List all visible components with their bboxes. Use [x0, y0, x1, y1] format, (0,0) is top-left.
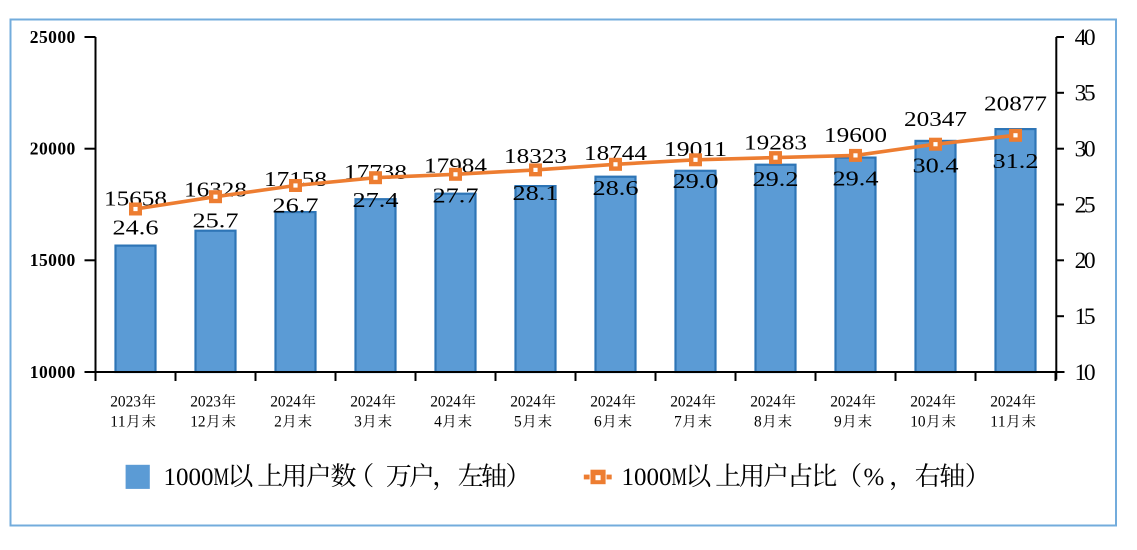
svg-text:15000: 15000	[30, 250, 76, 270]
svg-text:30.4: 30.4	[913, 154, 960, 178]
svg-text:5: 5	[514, 413, 522, 430]
svg-text:30: 30	[1075, 137, 1096, 163]
svg-text:%: %	[864, 464, 885, 491]
svg-text:2024: 2024	[430, 394, 461, 411]
svg-text:29.2: 29.2	[753, 167, 799, 191]
svg-text:35: 35	[1075, 81, 1096, 107]
svg-text:20: 20	[1075, 248, 1096, 274]
svg-text:1000: 1000	[622, 464, 672, 491]
svg-text:20000: 20000	[30, 139, 76, 159]
svg-text:2024: 2024	[670, 394, 701, 411]
svg-text:2024: 2024	[270, 394, 301, 411]
svg-text:40: 40	[1075, 25, 1096, 51]
svg-text:2023: 2023	[110, 394, 141, 411]
svg-text:10: 10	[1075, 360, 1096, 386]
svg-text:27.7: 27.7	[433, 184, 479, 208]
svg-text:20347: 20347	[904, 107, 967, 131]
svg-text:2: 2	[274, 413, 282, 430]
svg-text:2024: 2024	[750, 394, 781, 411]
svg-text:19600: 19600	[824, 123, 887, 147]
svg-text:28.6: 28.6	[593, 176, 639, 200]
svg-text:31.2: 31.2	[993, 149, 1039, 173]
svg-text:2024: 2024	[510, 394, 541, 411]
svg-text:24.6: 24.6	[113, 216, 159, 240]
svg-text:7: 7	[674, 413, 682, 430]
svg-text:2023: 2023	[190, 394, 221, 411]
svg-text:4: 4	[434, 413, 442, 430]
svg-text:19283: 19283	[744, 131, 807, 155]
svg-text:26.7: 26.7	[273, 194, 319, 218]
svg-text:29.0: 29.0	[673, 169, 719, 193]
svg-text:10000: 10000	[30, 362, 76, 382]
svg-text:2024: 2024	[910, 394, 941, 411]
svg-text:6: 6	[594, 413, 602, 430]
svg-text:27.4: 27.4	[353, 188, 400, 212]
svg-text:2024: 2024	[830, 394, 861, 411]
svg-text:12: 12	[190, 413, 205, 430]
svg-text:M: M	[672, 464, 688, 491]
svg-text:29.4: 29.4	[833, 166, 880, 190]
svg-text:2024: 2024	[990, 394, 1021, 411]
svg-text:25.7: 25.7	[193, 209, 239, 233]
svg-text:15: 15	[1075, 304, 1096, 330]
svg-text:25000: 25000	[30, 27, 76, 47]
svg-text:11: 11	[990, 413, 1005, 430]
svg-text:2024: 2024	[350, 394, 381, 411]
svg-text:8: 8	[754, 413, 762, 430]
svg-text:10: 10	[910, 413, 926, 430]
svg-text:M: M	[214, 464, 230, 491]
svg-text:20877: 20877	[984, 91, 1047, 115]
svg-text:25: 25	[1075, 192, 1096, 218]
svg-text:28.1: 28.1	[513, 181, 559, 205]
svg-text:2024: 2024	[590, 394, 621, 411]
svg-text:1000: 1000	[164, 464, 214, 491]
svg-text:9: 9	[834, 413, 842, 430]
svg-text:11: 11	[110, 413, 125, 430]
svg-text:3: 3	[354, 413, 362, 430]
